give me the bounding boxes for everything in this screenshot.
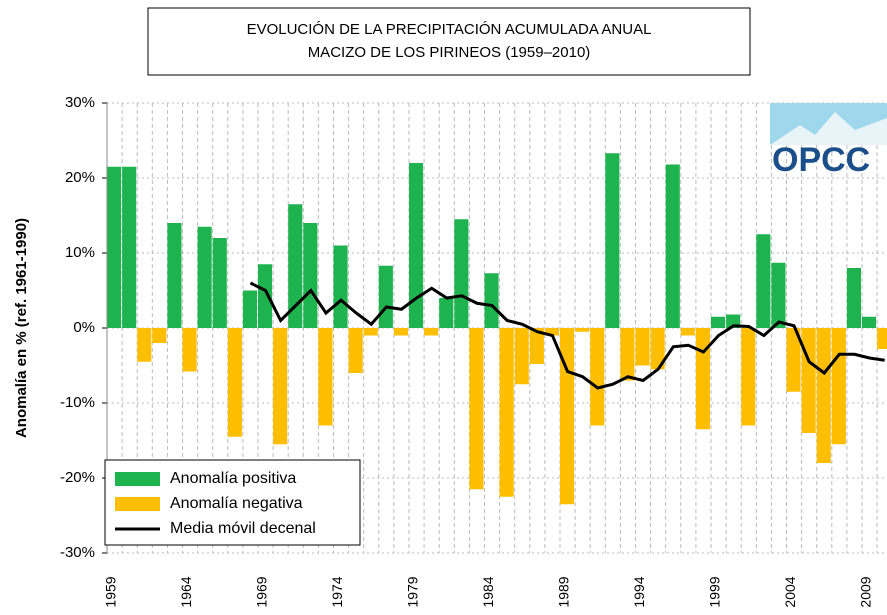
legend-swatch — [115, 472, 160, 486]
bar — [575, 328, 590, 332]
bar — [378, 265, 393, 328]
bar — [137, 328, 152, 362]
legend: Anomalía positiva Anomalía negativa Media … — [104, 459, 361, 546]
x-tick-label: 1984 — [480, 576, 496, 607]
bar — [680, 328, 695, 336]
bar — [786, 328, 801, 392]
bar — [182, 328, 197, 372]
legend-swatch — [115, 497, 160, 511]
bar — [741, 328, 756, 426]
bar — [409, 163, 424, 328]
bar — [605, 153, 620, 328]
x-tick-label: 1989 — [555, 576, 571, 607]
bar — [877, 328, 887, 349]
bar — [242, 290, 257, 328]
y-tick-label: 10% — [65, 244, 95, 261]
x-tick-label: 1979 — [404, 576, 420, 607]
legend-label: Anomalía negativa — [170, 495, 303, 512]
bar — [152, 328, 167, 343]
bar — [650, 328, 665, 370]
logo-mountain — [770, 112, 887, 145]
x-tick-label: 1999 — [706, 576, 722, 607]
bar — [227, 328, 242, 437]
bar — [333, 245, 348, 328]
y-axis-label: Anomalía en % (ref. 1961-1990) — [13, 218, 30, 438]
x-tick-label: 2009 — [857, 576, 873, 607]
bar — [303, 223, 318, 328]
bar — [363, 328, 378, 336]
moving-average-line — [249, 281, 885, 390]
bar — [620, 328, 635, 381]
x-tick-label: 1959 — [102, 576, 118, 607]
bar — [529, 328, 544, 364]
chart-subtitle: MACIZO DE LOS PIRINEOS (1959–2010) — [308, 44, 591, 61]
logo-text: OPCC — [772, 141, 870, 179]
x-tick-label: 1994 — [631, 576, 647, 607]
bar — [424, 328, 439, 336]
bar — [816, 328, 831, 463]
legend-label: Media móvil decenal — [170, 520, 316, 537]
bar — [862, 316, 877, 328]
bar — [107, 166, 122, 328]
x-tick-label: 2004 — [782, 576, 798, 607]
logo: OPCC — [770, 103, 887, 179]
y-tick-label: -30% — [60, 544, 95, 561]
y-tick-label: -10% — [60, 394, 95, 411]
bar — [122, 166, 137, 328]
bar — [831, 328, 846, 445]
bar — [212, 238, 227, 328]
x-tick-label: 1969 — [253, 576, 269, 607]
bar — [771, 262, 786, 328]
bar — [439, 298, 454, 328]
bar — [590, 328, 605, 426]
x-tick-label: 1964 — [178, 576, 194, 607]
bar — [846, 268, 861, 328]
bar — [514, 328, 529, 385]
bar — [258, 264, 273, 328]
bar — [273, 328, 288, 445]
bar — [665, 164, 680, 328]
bar — [484, 273, 499, 328]
bar — [711, 316, 726, 328]
x-tick-label: 1974 — [329, 576, 345, 607]
bar — [756, 234, 771, 328]
title-box — [147, 7, 751, 76]
y-tick-label: 30% — [65, 94, 95, 111]
legend-label: Anomalía positiva — [170, 470, 296, 487]
bar — [393, 328, 408, 336]
bar — [288, 204, 303, 328]
y-tick-label: 20% — [65, 169, 95, 186]
bar — [469, 328, 484, 490]
y-tick-label: -20% — [60, 469, 95, 486]
bar — [318, 328, 333, 426]
bar — [695, 328, 710, 430]
bar — [801, 328, 816, 433]
y-tick-label: 0% — [73, 319, 95, 336]
bar — [499, 328, 514, 497]
bar — [544, 328, 559, 336]
bar — [167, 223, 182, 328]
bar — [635, 328, 650, 366]
bar — [454, 219, 469, 328]
bar — [197, 226, 212, 328]
chart-title: EVOLUCIÓN DE LA PRECIPITACIÓN ACUMULADA … — [247, 21, 652, 38]
bar — [560, 328, 575, 505]
bar — [348, 328, 363, 373]
